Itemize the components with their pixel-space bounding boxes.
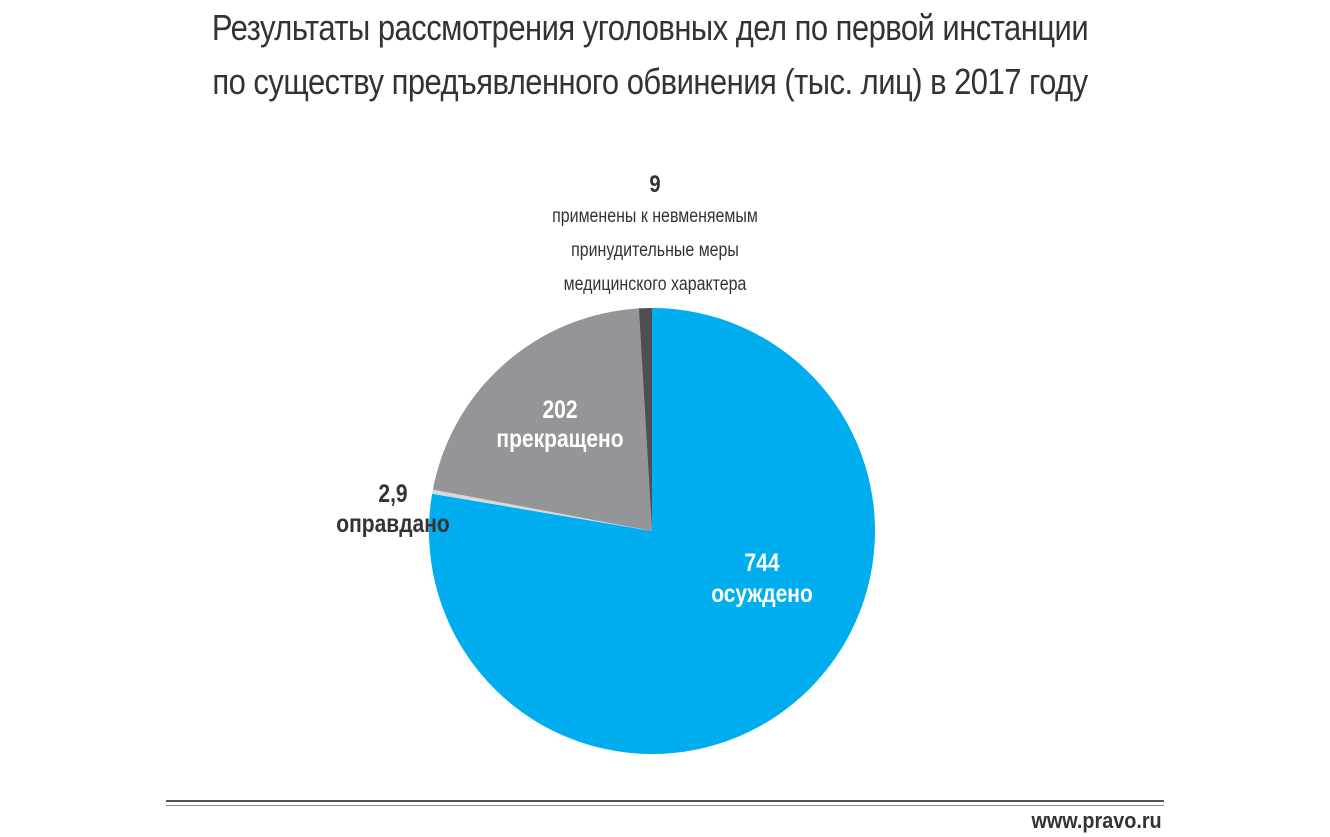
source-link[interactable]: www.pravo.ru (1031, 808, 1162, 833)
pie-slice-acquitted (432, 489, 652, 531)
footer-rule (166, 800, 1164, 802)
slice-label-acquitted: 2,9 оправдано (309, 479, 477, 539)
pie-slice-compulsory (638, 308, 652, 531)
footer-rule-thin (166, 805, 1164, 806)
pie-slice-convicted (429, 308, 876, 754)
chart-title-line-2: по существу предъявленного обвинения (ты… (212, 61, 1088, 102)
slice-text-convicted: осуждено (711, 580, 813, 608)
pie-slice-terminated (432, 308, 652, 531)
slice-value-convicted: 744 (744, 549, 780, 577)
slice-text-compulsory-line-1: применены к невменяемым (552, 206, 758, 227)
slice-label-terminated: 202 прекращено (451, 396, 669, 454)
slice-value-terminated: 202 (542, 396, 578, 424)
slice-value-acquitted: 2,9 (378, 480, 408, 508)
slice-text-acquitted: оправдано (336, 510, 450, 538)
slice-label-compulsory: 9 применены к невменяемым принудительные… (529, 172, 781, 300)
slice-value-compulsory: 9 (649, 171, 661, 198)
slice-text-compulsory-line-3: медицинского характера (563, 274, 747, 295)
slice-text-terminated: прекращено (496, 425, 624, 453)
chart-title-line-1: Результаты рассмотрения уголовных дел по… (211, 7, 1089, 48)
slice-label-convicted: 744 осуждено (661, 548, 863, 610)
slice-text-compulsory-line-2: принудительные меры (571, 240, 739, 261)
